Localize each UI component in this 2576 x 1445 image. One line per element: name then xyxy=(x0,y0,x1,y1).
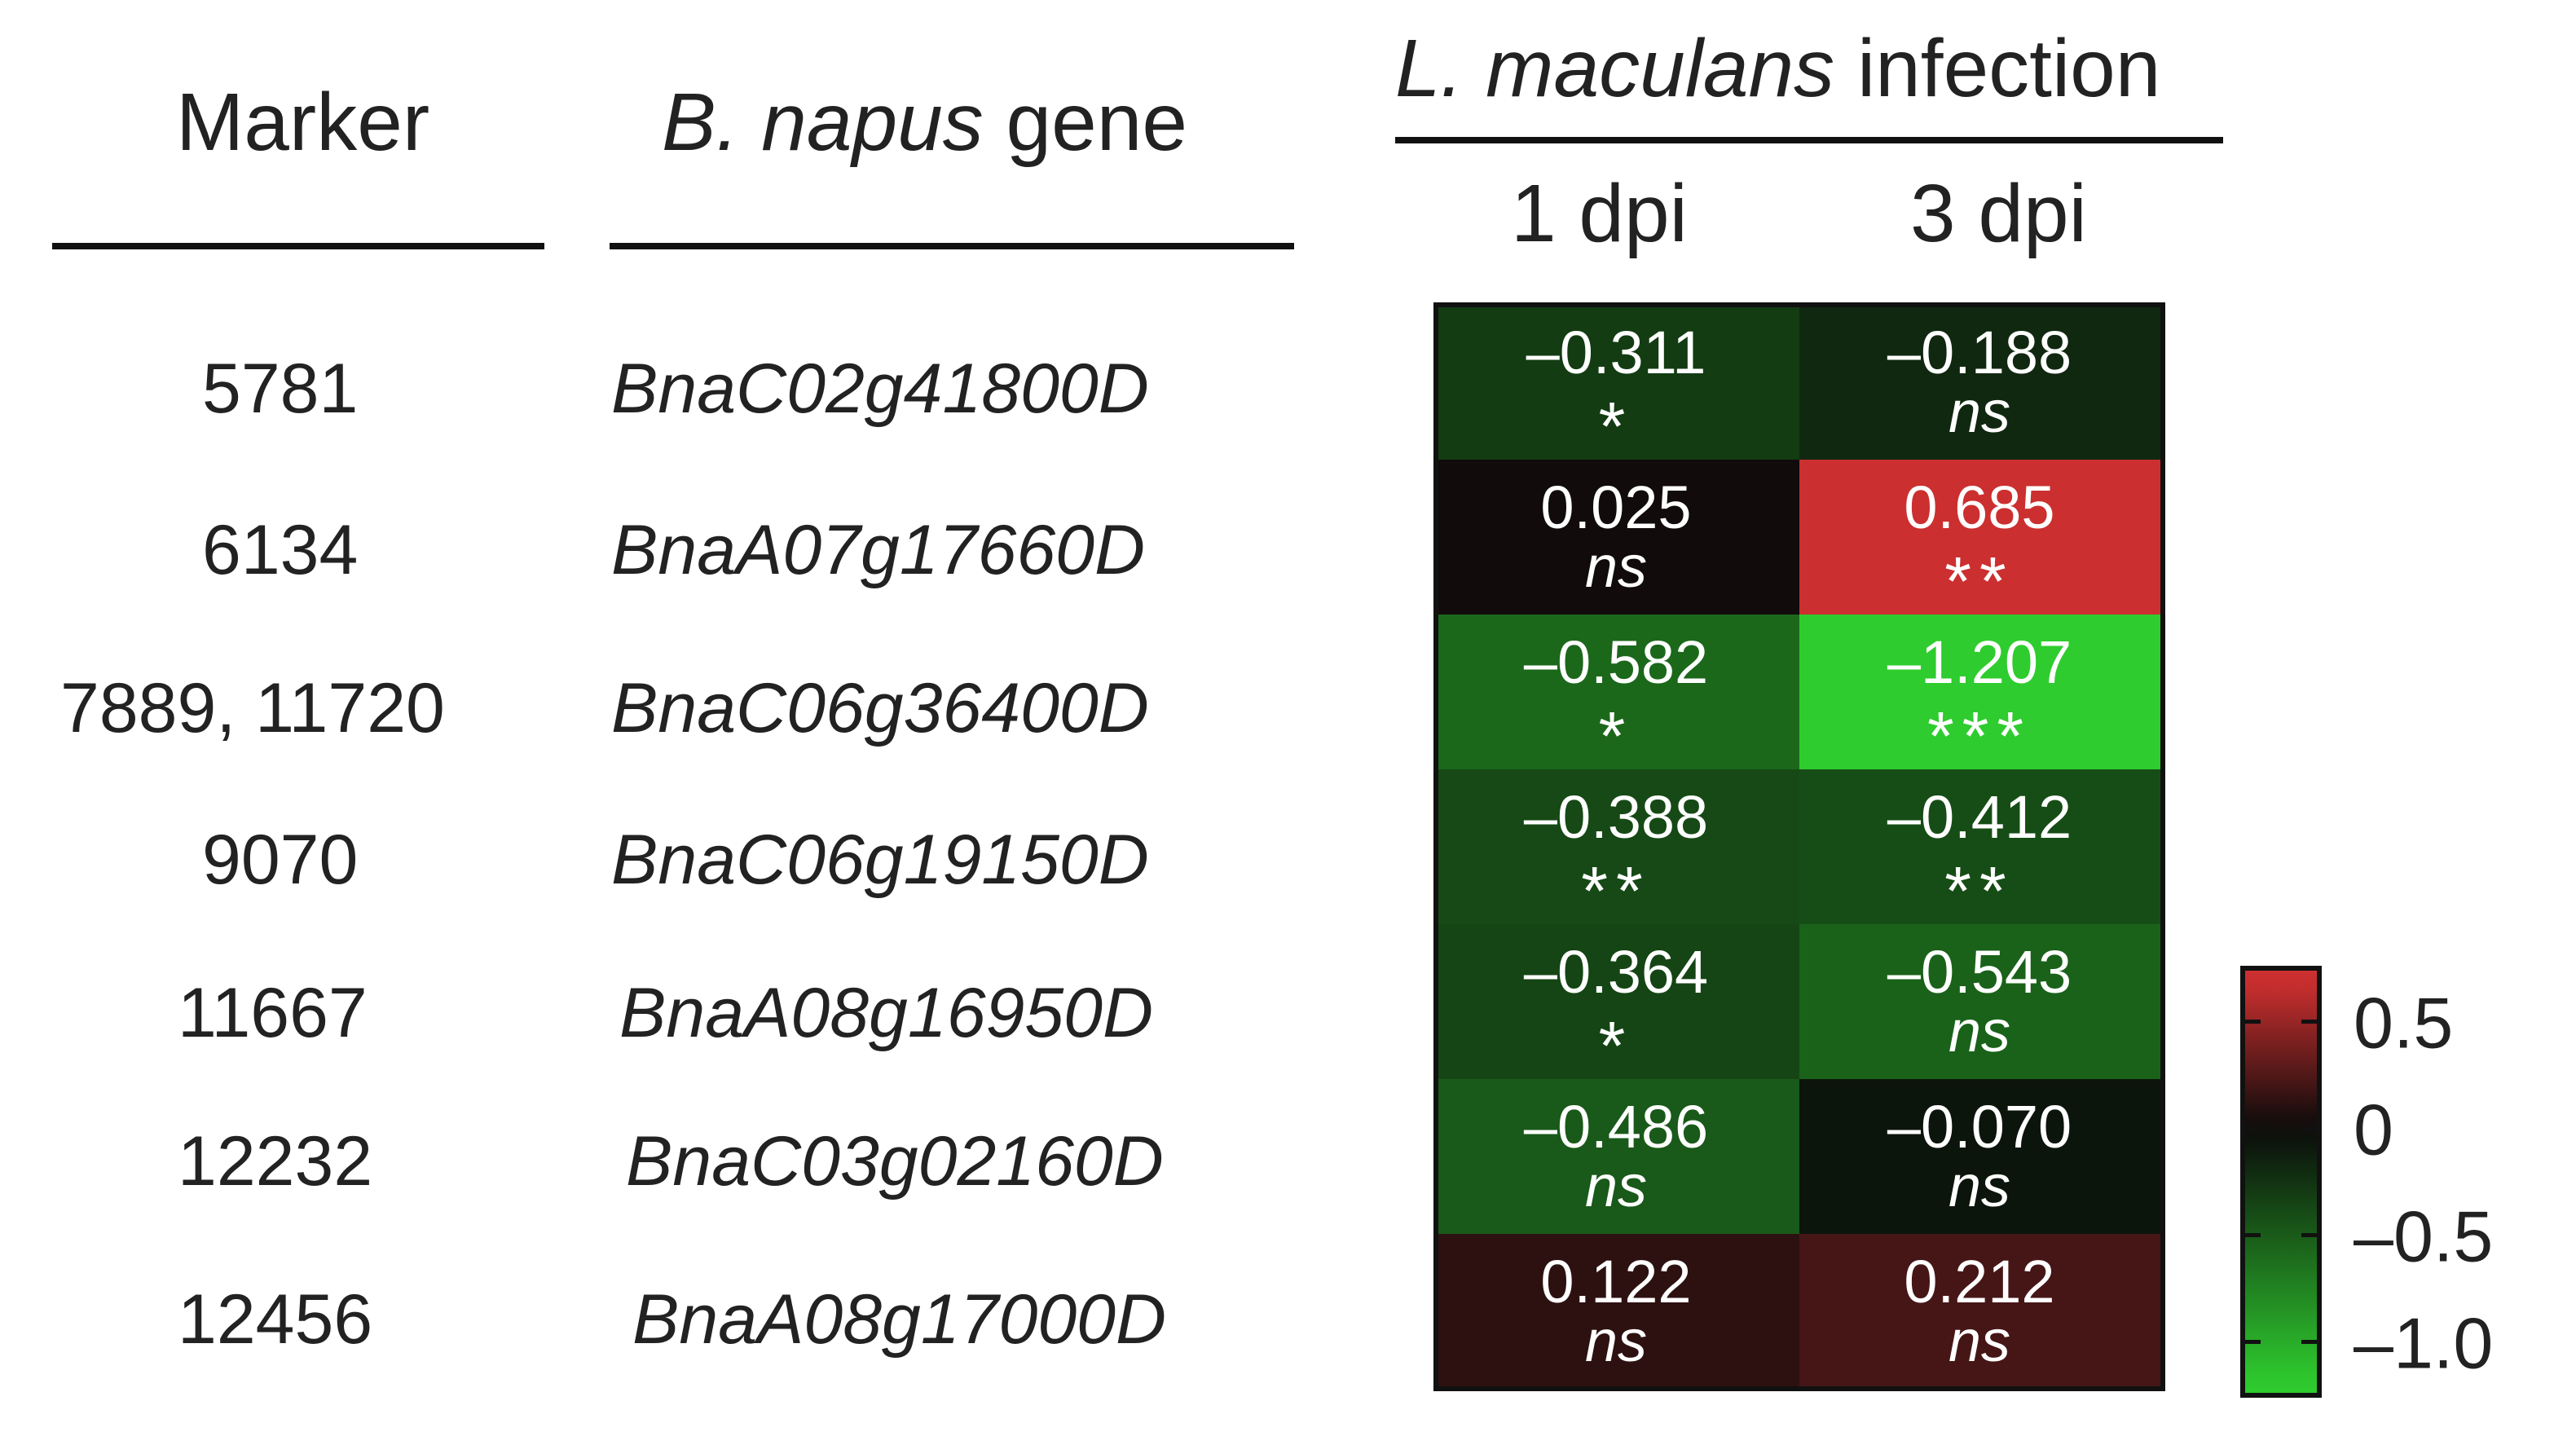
gene-label: BnaA08g17000D xyxy=(632,1280,1167,1359)
colorbar-tick-label: 0.5 xyxy=(2354,983,2453,1064)
heatmap-cell xyxy=(1436,1079,1799,1234)
cell-value-label: 0.025 xyxy=(1540,474,1691,541)
heatmap-cell xyxy=(1436,769,1799,924)
gene-header-text: gene xyxy=(983,77,1187,168)
cell-value-label: –0.412 xyxy=(1887,783,2072,851)
cell-value-label: 0.685 xyxy=(1904,474,2054,541)
heatmap-cell xyxy=(1799,460,2163,615)
colorbar xyxy=(2240,966,2322,1398)
gene-label: BnaA07g17660D xyxy=(611,511,1146,589)
gene-label: BnaA08g16950D xyxy=(619,974,1154,1052)
column-label-1dpi: 1 dpi xyxy=(1511,168,1688,259)
cell-value-label: –0.543 xyxy=(1887,938,2072,1006)
gene-label: BnaC06g36400D xyxy=(611,669,1149,747)
infection-header: L. maculans infection xyxy=(1395,28,2160,109)
marker-label: 12456 xyxy=(178,1280,373,1359)
marker-label: 9070 xyxy=(202,821,359,899)
gene-label: BnaC03g02160D xyxy=(626,1122,1164,1200)
cell-significance-label: * xyxy=(1599,388,1634,465)
gene-header: B. napus gene xyxy=(662,82,1187,163)
cell-significance-label: ** xyxy=(1944,543,2014,619)
cell-significance-label: * xyxy=(1599,698,1634,774)
heatmap-cell xyxy=(1799,615,2163,769)
cell-significance-label: ns xyxy=(1585,1154,1647,1219)
gene-label: BnaC06g19150D xyxy=(611,821,1149,899)
cell-significance-label: ns xyxy=(1585,1309,1647,1374)
gene-header-species: B. napus xyxy=(662,77,984,168)
marker-header: Marker xyxy=(176,77,430,168)
marker-header-rule xyxy=(52,243,544,249)
gene-header-rule xyxy=(610,243,1294,249)
heatmap-border xyxy=(1433,302,2165,1391)
marker-label: 7889, 11720 xyxy=(60,669,445,747)
cell-significance-label: * xyxy=(1599,1007,1634,1084)
heatmap-cell xyxy=(1436,924,1799,1079)
cell-value-label: –0.364 xyxy=(1524,938,1708,1006)
heatmap-cell xyxy=(1436,615,1799,769)
infection-header-rule xyxy=(1395,137,2223,143)
cell-value-label: –0.311 xyxy=(1526,319,1706,386)
column-label-3dpi: 3 dpi xyxy=(1910,168,2087,259)
heatmap-cell xyxy=(1799,769,2163,924)
cell-significance-label: ns xyxy=(1949,999,2010,1064)
marker-label: 5781 xyxy=(202,350,359,428)
cell-value-label: 0.212 xyxy=(1904,1248,2054,1315)
gene-label: BnaC02g41800D xyxy=(611,350,1149,428)
cell-value-label: –1.207 xyxy=(1887,628,2072,696)
colorbar-tick-label: –1.0 xyxy=(2354,1303,2493,1384)
heatmap-cell xyxy=(1799,1079,2163,1234)
marker-label: 11667 xyxy=(178,974,368,1052)
colorbar-tick-label: 0 xyxy=(2354,1090,2393,1170)
heatmap-cell xyxy=(1799,305,2163,460)
cell-value-label: –0.070 xyxy=(1887,1093,2072,1161)
marker-label: 12232 xyxy=(178,1122,373,1200)
heatmap-cell xyxy=(1799,924,2163,1079)
cell-significance-label: ns xyxy=(1949,1154,2010,1219)
colorbar-tick-label: –0.5 xyxy=(2354,1196,2493,1277)
infection-header-text: infection xyxy=(1834,23,2161,114)
heatmap-cell xyxy=(1436,305,1799,460)
cell-value-label: –0.388 xyxy=(1524,783,1708,851)
cell-value-label: –0.188 xyxy=(1887,319,2072,386)
cell-significance-label: ** xyxy=(1944,852,2014,929)
heatmap-cell xyxy=(1436,1234,1799,1389)
cell-significance-label: ns xyxy=(1585,535,1647,600)
cell-value-label: 0.122 xyxy=(1540,1248,1691,1315)
cell-significance-label: ns xyxy=(1949,380,2010,445)
infection-header-species: L. maculans xyxy=(1395,23,1835,114)
cell-significance-label: ns xyxy=(1949,1309,2010,1374)
cell-significance-label: *** xyxy=(1927,698,2032,774)
heatmap-cell xyxy=(1799,1234,2163,1389)
heatmap-cell xyxy=(1436,460,1799,615)
cell-significance-label: ** xyxy=(1581,852,1650,929)
cell-value-label: –0.582 xyxy=(1524,628,1708,696)
cell-value-label: –0.486 xyxy=(1524,1093,1708,1161)
marker-label: 6134 xyxy=(202,511,359,589)
